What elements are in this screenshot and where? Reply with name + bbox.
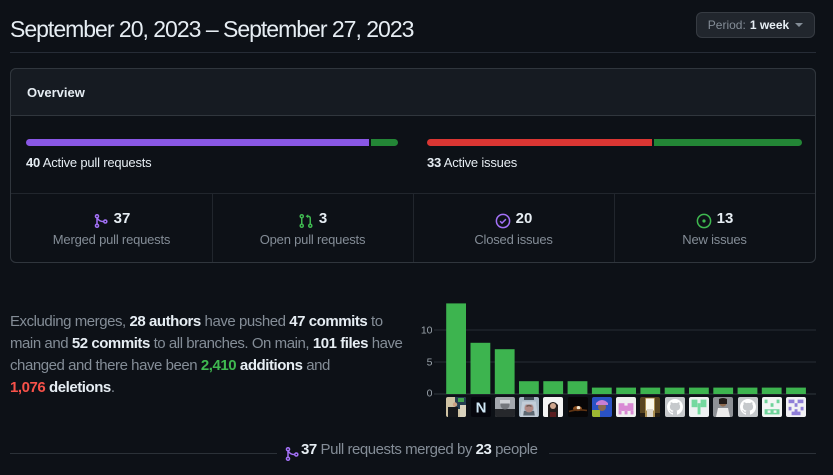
svg-text:0: 0 <box>427 387 433 399</box>
svg-text:5: 5 <box>427 356 433 368</box>
svg-text:N: N <box>476 400 487 417</box>
svg-text:10: 10 <box>421 325 433 337</box>
